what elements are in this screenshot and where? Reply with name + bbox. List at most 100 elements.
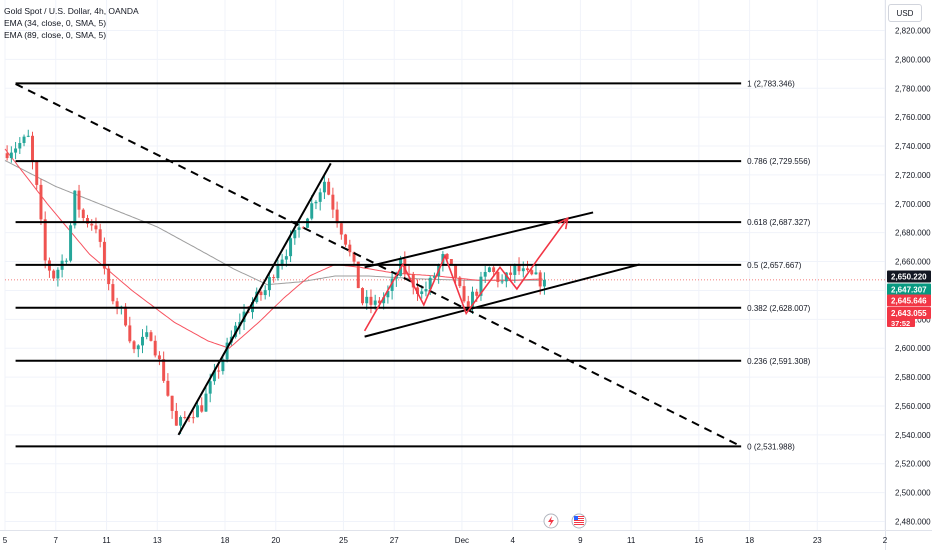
candle-body bbox=[149, 332, 153, 341]
legend-symbol-title[interactable]: Gold Spot / U.S. Dollar, 4h, OANDA bbox=[4, 6, 139, 16]
candle-body bbox=[280, 259, 284, 266]
candle-body bbox=[26, 135, 30, 137]
fib-level-label: 1 (2,783.346) bbox=[747, 79, 795, 88]
candle-body bbox=[356, 261, 360, 289]
uptrend-line bbox=[177, 162, 332, 436]
projection-path bbox=[363, 217, 569, 332]
time-tick-label: 13 bbox=[153, 536, 162, 545]
candle-body bbox=[170, 395, 174, 411]
candle-body bbox=[475, 291, 479, 296]
time-tick-label: 23 bbox=[813, 536, 822, 545]
fibonacci-retracement[interactable]: 1 (2,783.346) 0.786 (2,729.556) 0.618 (2,6… bbox=[15, 79, 811, 451]
drawings[interactable] bbox=[15, 83, 742, 448]
time-tick-label: 18 bbox=[745, 536, 754, 545]
price-tick-label: 2,700.000 bbox=[895, 200, 931, 209]
time-tick-label: 5 bbox=[3, 536, 8, 545]
dashed-trendline bbox=[15, 83, 742, 448]
candle-body bbox=[153, 340, 157, 356]
price-tick-label: 2,800.000 bbox=[895, 55, 931, 64]
candle-body bbox=[289, 238, 293, 257]
candle-body bbox=[344, 234, 348, 245]
candle-body bbox=[509, 272, 513, 275]
flag-canton bbox=[574, 516, 578, 520]
legend-ema-89[interactable]: EMA (89, close, 0, SMA, 5) bbox=[4, 30, 107, 40]
time-tick-label: 4 bbox=[510, 536, 515, 545]
candle-body bbox=[445, 254, 449, 259]
candle-body bbox=[196, 405, 199, 418]
price-tag-bg bbox=[887, 270, 931, 283]
us-flag-event-icon[interactable] bbox=[571, 513, 587, 529]
price-tick-label: 2,520.000 bbox=[895, 460, 931, 469]
candle-body bbox=[420, 291, 424, 294]
price-tag-label: 2,647.307 bbox=[891, 286, 927, 295]
candle-body bbox=[52, 270, 56, 279]
candle-body bbox=[373, 300, 377, 305]
candle-body bbox=[352, 252, 356, 262]
candle-body bbox=[390, 278, 394, 291]
fib-level-label: 0.5 (2,657.667) bbox=[747, 261, 802, 270]
price-tick-label: 2,560.000 bbox=[895, 402, 931, 411]
time-tick-label: 2 bbox=[883, 536, 888, 545]
price-tag-label: 37:52 bbox=[891, 319, 910, 328]
candle-body bbox=[471, 291, 474, 308]
time-tick-label: 7 bbox=[54, 536, 59, 545]
candle-body bbox=[517, 264, 521, 272]
fib-level-label: 0.618 (2,687.327) bbox=[747, 218, 810, 227]
candle-body bbox=[479, 276, 483, 296]
candle-body bbox=[365, 296, 369, 304]
candle-body bbox=[466, 301, 470, 308]
candle-body bbox=[107, 268, 111, 285]
candle-body bbox=[538, 272, 542, 287]
candle-body bbox=[208, 381, 212, 394]
candle-body bbox=[534, 272, 538, 275]
price-tick-label: 2,820.000 bbox=[895, 27, 931, 36]
candle-body bbox=[64, 260, 68, 262]
event-icons[interactable] bbox=[543, 513, 587, 529]
candle-body bbox=[276, 265, 280, 279]
candle-body bbox=[259, 291, 263, 296]
candle-body bbox=[212, 370, 216, 382]
candle-body bbox=[204, 393, 208, 412]
price-tick-label: 2,760.000 bbox=[895, 113, 931, 122]
candle-body bbox=[526, 268, 529, 271]
candle-body bbox=[369, 296, 373, 305]
candle-body bbox=[331, 194, 335, 210]
price-tag-bg bbox=[887, 307, 931, 319]
price-tick-label: 2,480.000 bbox=[895, 518, 931, 527]
candle-body bbox=[35, 161, 39, 185]
candle-body bbox=[162, 359, 166, 381]
flag-stripe bbox=[574, 522, 584, 523]
candle-body bbox=[306, 218, 309, 228]
lightning-icon-bolt bbox=[548, 516, 554, 527]
candle-body bbox=[157, 355, 161, 360]
flag-stripe bbox=[574, 516, 584, 517]
candle-body bbox=[56, 269, 60, 279]
candle-body bbox=[166, 380, 170, 396]
candle-body bbox=[102, 241, 106, 269]
price-tags: 2,650.220 2,647.307 2,645.646 2,643.05537:5… bbox=[887, 270, 931, 328]
candle-body bbox=[111, 284, 115, 302]
candle-body bbox=[5, 153, 9, 159]
price-tag-label: 2,645.646 bbox=[891, 297, 927, 306]
candle-body bbox=[458, 277, 462, 287]
candle-body bbox=[115, 301, 119, 308]
candle-body bbox=[403, 259, 407, 274]
legend-ema-34[interactable]: EMA (34, close, 0, SMA, 5) bbox=[4, 18, 107, 28]
price-tag-bg bbox=[887, 317, 915, 327]
candle-body bbox=[124, 306, 128, 326]
currency-button[interactable]: USD bbox=[888, 4, 922, 22]
ema-89-line bbox=[4, 160, 543, 286]
candle-body bbox=[200, 405, 204, 412]
candle-body bbox=[377, 300, 381, 304]
candle-body bbox=[487, 267, 491, 272]
time-axis[interactable]: 5 7 11 13 18 20 25 27 Dec 4 9 11 16 18 23 2 bbox=[0, 530, 932, 546]
price-tag-bg bbox=[887, 283, 931, 296]
candle-body bbox=[132, 341, 136, 350]
lightning-event-icon[interactable] bbox=[543, 513, 559, 529]
price-tick-label: 2,600.000 bbox=[895, 344, 931, 353]
price-tick-label: 2,780.000 bbox=[895, 84, 931, 93]
price-tick-label: 2,540.000 bbox=[895, 431, 931, 440]
candle-body bbox=[462, 286, 466, 302]
